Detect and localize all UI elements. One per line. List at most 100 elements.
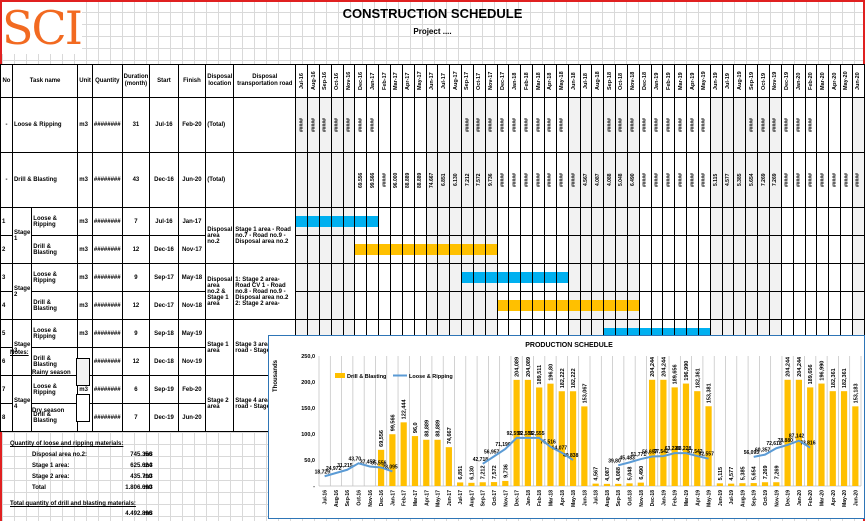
month-cell[interactable] [816, 207, 830, 236]
month-cell[interactable] [828, 235, 842, 264]
gantt-bar-drill-blasting[interactable] [498, 299, 508, 311]
cell-no[interactable]: 8 [0, 403, 13, 432]
month-cell[interactable] [721, 263, 735, 292]
month-cell[interactable] [733, 235, 747, 264]
month-cell[interactable] [318, 152, 332, 208]
month-cell[interactable] [413, 235, 427, 264]
gantt-bar-loose-ripping[interactable] [533, 271, 544, 283]
gantt-bar-drill-blasting[interactable] [415, 243, 426, 255]
month-cell[interactable] [555, 291, 569, 320]
month-cell[interactable] [828, 263, 842, 292]
month-cell[interactable] [532, 291, 545, 320]
cell-task-name[interactable]: Loose & Ripping [31, 263, 79, 292]
month-cell[interactable] [697, 263, 711, 292]
gantt-bar-loose-ripping[interactable] [509, 271, 520, 283]
gantt-bar-loose-ripping[interactable] [616, 327, 627, 339]
month-cell[interactable] [496, 263, 510, 292]
month-cell[interactable] [780, 235, 794, 264]
month-cell[interactable] [851, 97, 865, 153]
cell-stage[interactable]: Stage 2 [11, 263, 33, 320]
month-cell[interactable]: 96.000 [390, 152, 403, 208]
month-cell[interactable]: 4.088 [603, 152, 617, 208]
cell-finish[interactable]: Nov-18 [177, 291, 207, 320]
cell-task-name[interactable]: Loose & Ripping [31, 207, 79, 236]
month-cell[interactable] [780, 263, 794, 292]
month-cell[interactable]: 7.212 [461, 152, 474, 208]
month-cell[interactable]: ##### [674, 97, 688, 153]
month-cell[interactable]: 88.889 [413, 152, 427, 208]
month-cell[interactable] [437, 235, 451, 264]
month-cell[interactable] [769, 263, 782, 292]
month-cell[interactable] [626, 235, 640, 264]
month-cell[interactable] [295, 263, 309, 292]
month-cell[interactable]: ##### [745, 97, 759, 153]
month-cell[interactable] [543, 291, 557, 320]
month-cell[interactable] [745, 263, 759, 292]
cell-start[interactable]: Dec-17 [149, 291, 179, 320]
cell-location[interactable]: Stage 1 area [205, 319, 235, 376]
gantt-bar-loose-ripping[interactable] [296, 215, 307, 227]
cell-quantity[interactable]: ######## [91, 207, 123, 236]
cell-stage[interactable]: Stage 3 [11, 319, 33, 376]
cell-start[interactable]: Jul-16 [149, 207, 179, 236]
month-cell[interactable] [307, 207, 320, 236]
cell-no[interactable]: 1 [0, 207, 13, 236]
month-cell[interactable] [816, 235, 830, 264]
month-cell[interactable] [484, 263, 498, 292]
month-cell[interactable] [295, 207, 309, 236]
month-cell[interactable] [330, 235, 344, 264]
cell-quantity[interactable]: ######## [91, 403, 123, 432]
month-cell[interactable] [354, 291, 368, 320]
gantt-bar-drill-blasting[interactable] [427, 243, 437, 255]
month-cell[interactable] [425, 235, 439, 264]
month-cell[interactable]: ##### [816, 152, 830, 208]
cell-no[interactable]: - [0, 97, 13, 153]
month-cell[interactable] [413, 291, 427, 320]
month-cell[interactable] [461, 235, 474, 264]
cell-stage[interactable]: Stage 4 [11, 375, 33, 432]
month-cell[interactable] [816, 263, 830, 292]
gantt-bar-loose-ripping[interactable] [320, 215, 331, 227]
gantt-bar-loose-ripping[interactable] [474, 271, 485, 283]
month-cell[interactable] [366, 263, 380, 292]
month-cell[interactable] [390, 263, 403, 292]
cell-start[interactable]: Sep-17 [149, 263, 179, 292]
month-cell[interactable] [579, 263, 593, 292]
month-cell[interactable] [709, 97, 723, 153]
gantt-bar-loose-ripping[interactable] [604, 327, 615, 339]
month-cell[interactable] [603, 235, 617, 264]
month-cell[interactable]: 5.048 [615, 152, 628, 208]
gantt-bar-drill-blasting[interactable] [581, 299, 591, 311]
month-cell[interactable]: ##### [804, 152, 818, 208]
month-cell[interactable] [579, 235, 593, 264]
month-cell[interactable]: ##### [686, 152, 699, 208]
gantt-bar-loose-ripping[interactable] [462, 271, 473, 283]
month-cell[interactable]: ##### [686, 97, 699, 153]
month-cell[interactable]: ##### [567, 152, 581, 208]
month-cell[interactable] [591, 97, 605, 153]
cell-quantity[interactable]: ######## [91, 152, 123, 208]
month-cell[interactable]: ##### [650, 97, 664, 153]
month-cell[interactable] [342, 152, 356, 208]
cell-location[interactable]: Disposal area no.2 [205, 207, 235, 264]
cell-road[interactable] [233, 152, 297, 208]
month-cell[interactable] [721, 97, 735, 153]
month-cell[interactable] [555, 235, 569, 264]
month-cell[interactable] [532, 207, 545, 236]
month-cell[interactable] [674, 291, 688, 320]
cell-duration[interactable]: 7 [121, 207, 151, 236]
month-cell[interactable] [757, 263, 771, 292]
month-cell[interactable] [461, 291, 474, 320]
cell-location[interactable]: Disposal area no.2 & Stage 1 area [205, 263, 235, 320]
month-cell[interactable] [686, 235, 699, 264]
month-cell[interactable] [437, 97, 451, 153]
cell-location[interactable]: (Total) [205, 152, 235, 208]
month-cell[interactable] [342, 291, 356, 320]
gantt-bar-drill-blasting[interactable] [509, 299, 520, 311]
month-cell[interactable] [307, 263, 320, 292]
cell-start[interactable]: Sep-19 [149, 375, 179, 404]
month-cell[interactable] [532, 235, 545, 264]
month-cell[interactable] [354, 263, 368, 292]
cell-start[interactable]: Jul-16 [149, 97, 179, 153]
month-cell[interactable]: ##### [532, 97, 545, 153]
